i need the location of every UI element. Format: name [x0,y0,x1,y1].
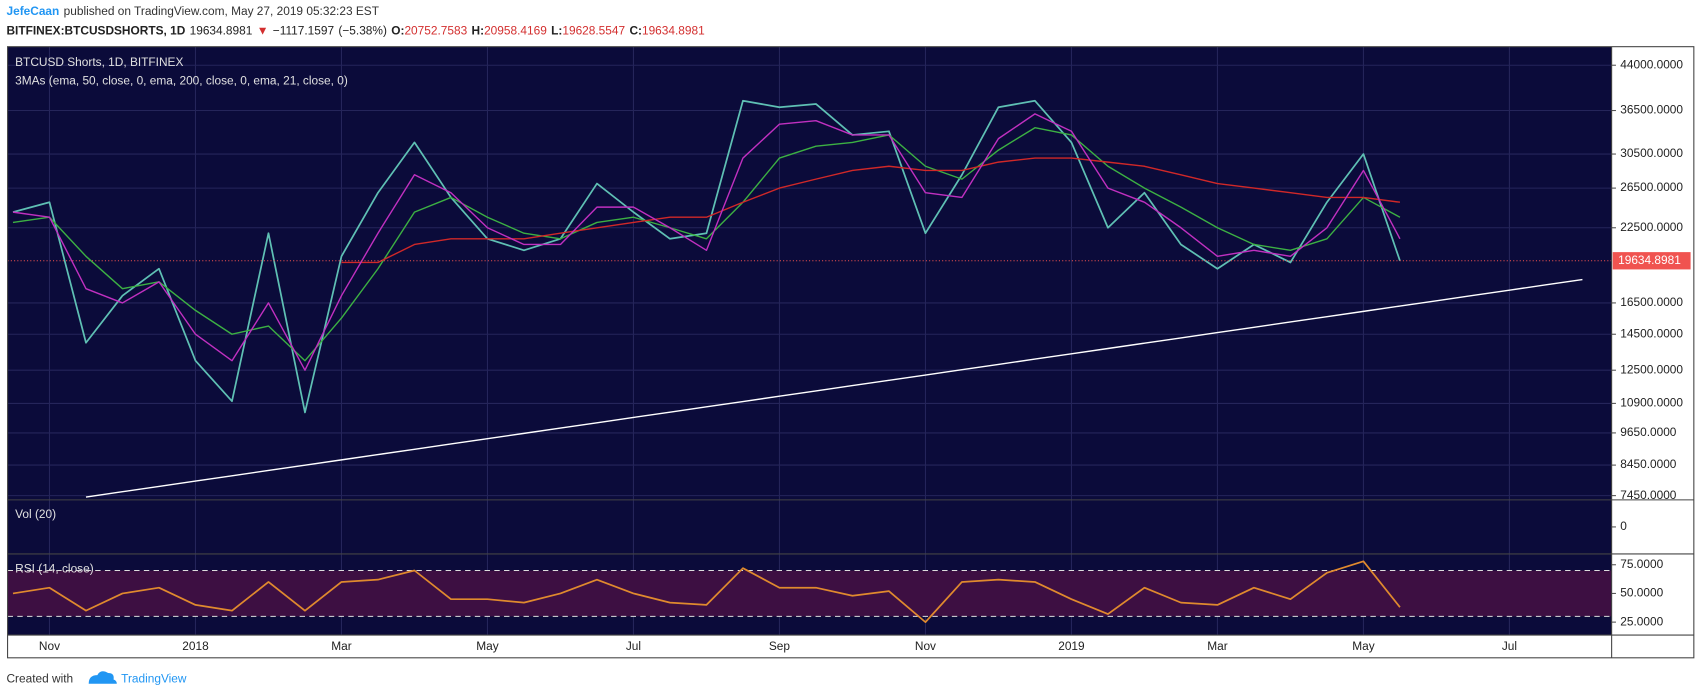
pane-title: Vol (20) [15,507,56,521]
frame [7,46,1695,659]
pane-subtitle: 3MAs (ema, 50, close, 0, ema, 200, close… [15,73,348,87]
y-tick-label: 22500.0000 [1620,220,1683,234]
close-key: C: [629,24,642,38]
high-key: H: [472,24,485,38]
brand[interactable]: TradingView [121,672,187,686]
x-tick-label: Nov [915,639,936,653]
last-price-label: 19634.8981 [1618,253,1681,267]
x-tick-label: Mar [1207,639,1227,653]
last-price: 19634.8981 [190,24,253,38]
low-value: 19628.5547 [562,24,625,38]
y-tick-label: 16500.0000 [1620,295,1683,309]
y-tick-label: 30500.0000 [1620,146,1683,160]
y-tick-label: 14500.0000 [1620,326,1683,340]
x-tick-label: Nov [39,639,60,653]
x-tick-label: Sep [769,639,791,653]
series-line [12,113,1401,371]
x-tick-label: May [476,639,498,653]
price-axis-background [1611,46,1694,658]
series-line [12,560,1401,623]
y-tick-label: 26500.0000 [1620,180,1683,194]
close-value: 19634.8981 [642,24,705,38]
y-tick-label: 36500.0000 [1620,103,1683,117]
series-line [85,278,1583,498]
rsi-band [7,570,1612,617]
x-tick-label: Jul [626,639,641,653]
open-value: 20752.7583 [404,24,467,38]
published: published on TradingView.com, May 27, 20… [64,4,379,18]
brand-logo [88,671,117,684]
low-key: L: [551,24,562,38]
x-tick-label: 2018 [182,639,209,653]
x-tick-label: Mar [331,639,351,653]
last-price-tag [1612,252,1691,270]
y-tick-label: 7450.0000 [1620,488,1677,502]
high-value: 20958.4169 [484,24,547,38]
y-tick-label: 10900.0000 [1620,396,1683,410]
pane-title: BTCUSD Shorts, 1D, BITFINEX [15,55,183,69]
symbol: BITFINEX:BTCUSDSHORTS, 1D [6,24,185,38]
created-with: Created with [6,672,73,686]
header-line: JefeCaan published on TradingView.com, Ma… [6,4,378,18]
series-line [12,127,1401,362]
series-line [12,99,1401,414]
plot-background [7,46,1612,636]
y-tick-label: 8450.0000 [1620,457,1677,471]
change: −1117.1597 [273,24,334,38]
y-tick-label: 25.0000 [1620,614,1663,628]
open-key: O: [391,24,404,38]
x-tick-label: May [1352,639,1374,653]
y-tick-label: 0 [1620,519,1627,533]
x-tick-label: 2019 [1058,639,1085,653]
author[interactable]: JefeCaan [6,4,59,18]
y-tick-label: 12500.0000 [1620,362,1683,376]
x-tick-label: Jul [1502,639,1517,653]
y-tick-label: 50.0000 [1620,586,1663,600]
chart-area: Nov 2018 Mar May Jul Sep Nov 2019 Mar May Jul 44000… [7,46,1695,659]
change-pct: (−5.38%) [338,24,387,38]
quote-line: BITFINEX:BTCUSDSHORTS, 1D 19634.8981 ▼ −111… [6,24,705,38]
series-line [341,157,1401,264]
pane-title: RSI (14, close) [15,561,94,575]
y-tick-label: 44000.0000 [1620,57,1683,71]
y-tick-label: 75.0000 [1620,557,1663,571]
y-tick-label: 9650.0000 [1620,425,1677,439]
arrow: ▼ [257,24,269,38]
